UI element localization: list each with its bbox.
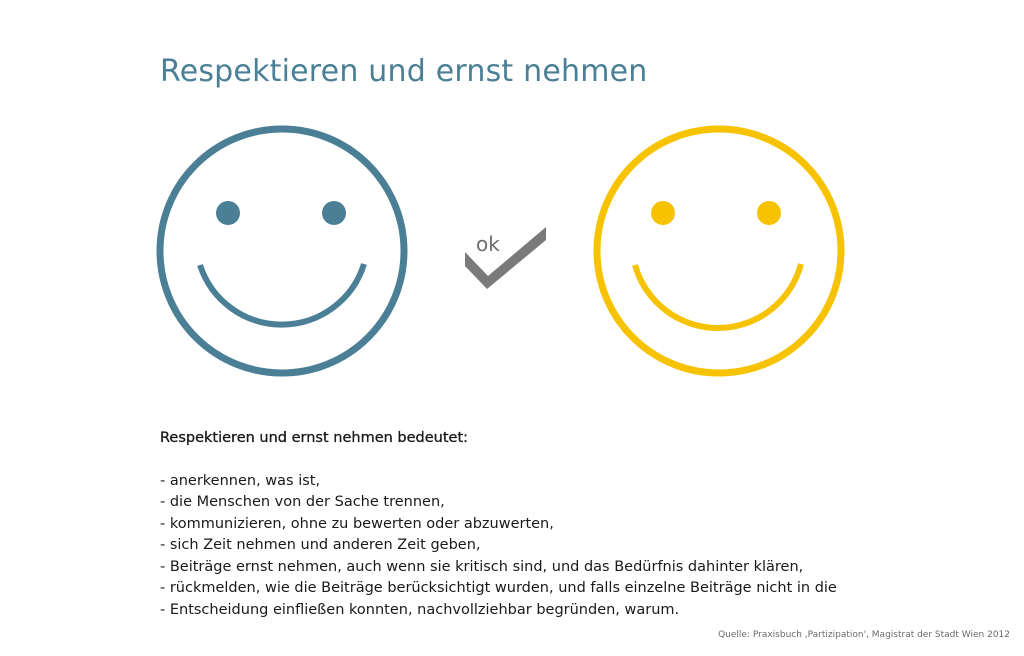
list-item: - Beiträge ernst nehmen, auch wenn sie k… [160, 558, 804, 575]
check-mark [465, 227, 546, 289]
yellow-smiley-face [593, 125, 845, 377]
source-caption: Quelle: Praxisbuch ‚Partizipation', Magi… [718, 630, 1010, 640]
list-item: - rückmelden, wie die Beiträge berücksic… [160, 580, 837, 596]
yellow-smiley-left-eye [651, 201, 675, 225]
blue-smiley-mouth [197, 263, 367, 328]
smiley-illustration: ok [156, 125, 845, 377]
ok-label: ok [476, 232, 500, 256]
blue-smiley-icon [156, 125, 408, 377]
blue-smiley-left-eye [216, 201, 240, 225]
page-title: Respektieren und ernst nehmen [160, 54, 648, 89]
explanation-block: Respektieren und ernst nehmen bedeutet: … [160, 428, 960, 621]
yellow-smiley-mouth [632, 263, 804, 331]
yellow-smiley-icon [593, 125, 845, 377]
list-item: - anerkennen, was ist, [160, 472, 321, 489]
list-item: - kommunizieren, ohne zu bewerten oder a… [160, 515, 554, 532]
blue-smiley-right-eye [322, 201, 346, 225]
list-item: - Entscheidung einfließen konnten, nachv… [160, 601, 680, 618]
yellow-smiley-right-eye [757, 201, 781, 225]
explanation-heading: Respektieren und ernst nehmen bedeutet: [160, 430, 469, 446]
blue-smiley-face [156, 125, 408, 377]
list-item: - sich Zeit nehmen und anderen Zeit gebe… [160, 537, 481, 553]
list-item: - die Menschen von der Sache trennen, [160, 494, 445, 510]
explanation-list: - anerkennen, was ist, - die Menschen vo… [160, 471, 960, 622]
ok-check-icon: ok [465, 227, 546, 289]
